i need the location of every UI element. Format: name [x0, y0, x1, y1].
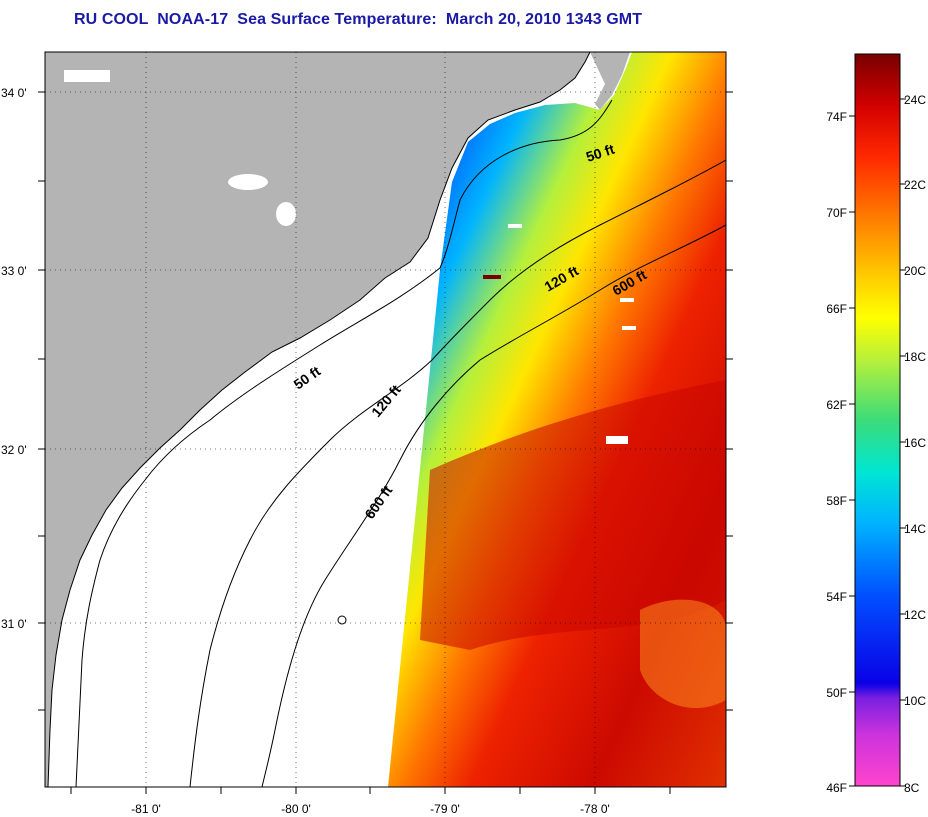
colorbar-celsius-label: 18C	[904, 350, 926, 364]
longitude-tick-label: -80 0'	[281, 802, 311, 816]
gulf-stream-warm-core	[420, 380, 726, 650]
seamount-contour	[337, 615, 347, 625]
colorbar-celsius-label: 16C	[904, 436, 926, 450]
colorbar-celsius-label: 24C	[904, 93, 926, 107]
cloud-patch	[622, 326, 636, 330]
graticule	[45, 52, 726, 787]
land-area	[45, 52, 590, 787]
hot-pixel	[483, 275, 501, 279]
colorbar-fahrenheit-label: 58F	[826, 494, 847, 508]
cloud-patch	[606, 436, 628, 444]
colorbar-fahrenheit-label: 46F	[826, 781, 847, 795]
page-title: RU COOL NOAA-17 Sea Surface Temperature:…	[74, 11, 643, 28]
colorbar-celsius-label: 22C	[904, 178, 926, 192]
colorbar-celsius-label: 14C	[904, 522, 926, 536]
longitude-tick-label: -81 0'	[131, 802, 161, 816]
longitude-tick-label: -79 0'	[430, 802, 460, 816]
coastline	[47, 52, 591, 787]
colorbar-fahrenheit-label: 54F	[826, 590, 847, 604]
latitude-tick-label: 33 0'	[1, 264, 27, 278]
contour-120ft	[189, 159, 726, 787]
latitude-tick-label: 34 0'	[1, 86, 27, 100]
lake	[276, 202, 296, 226]
colorbar-celsius-label: 8C	[904, 781, 920, 795]
lake	[64, 70, 110, 82]
cloud-patch	[620, 298, 634, 302]
longitude-tick-label: -78 0'	[580, 802, 610, 816]
colorbar: 74F 70F 66F 62F 58F 54F 50F 46F 24C 22C …	[826, 53, 926, 795]
colorbar-celsius-label: 10C	[904, 694, 926, 708]
land-cape-lookout	[590, 52, 630, 110]
colorbar-fahrenheit-label: 50F	[826, 686, 847, 700]
colorbar-ticks	[849, 98, 906, 787]
contour-600ft	[261, 224, 726, 787]
contour-50ft	[75, 99, 613, 787]
colorbar-fahrenheit-label: 62F	[826, 398, 847, 412]
colorbar-celsius-label: 12C	[904, 608, 926, 622]
colorbar-fahrenheit-label: 74F	[826, 110, 847, 124]
colorbar-fahrenheit-label: 70F	[826, 206, 847, 220]
lake	[228, 174, 268, 190]
plot-frame	[44, 51, 727, 788]
colorbar-ramp	[854, 53, 901, 787]
map-plot: 50 ft 120 ft 600 ft 50 ft 120 ft 600 ft	[45, 52, 726, 787]
orange-eddy	[640, 599, 726, 709]
latitude-tick-label: 32 0'	[1, 443, 27, 457]
axis-ticks	[38, 91, 733, 794]
colorbar-celsius-label: 20C	[904, 264, 926, 278]
cloud-patch	[508, 224, 522, 228]
latitude-tick-label: 31 0'	[1, 617, 27, 631]
colorbar-fahrenheit-label: 66F	[826, 302, 847, 316]
